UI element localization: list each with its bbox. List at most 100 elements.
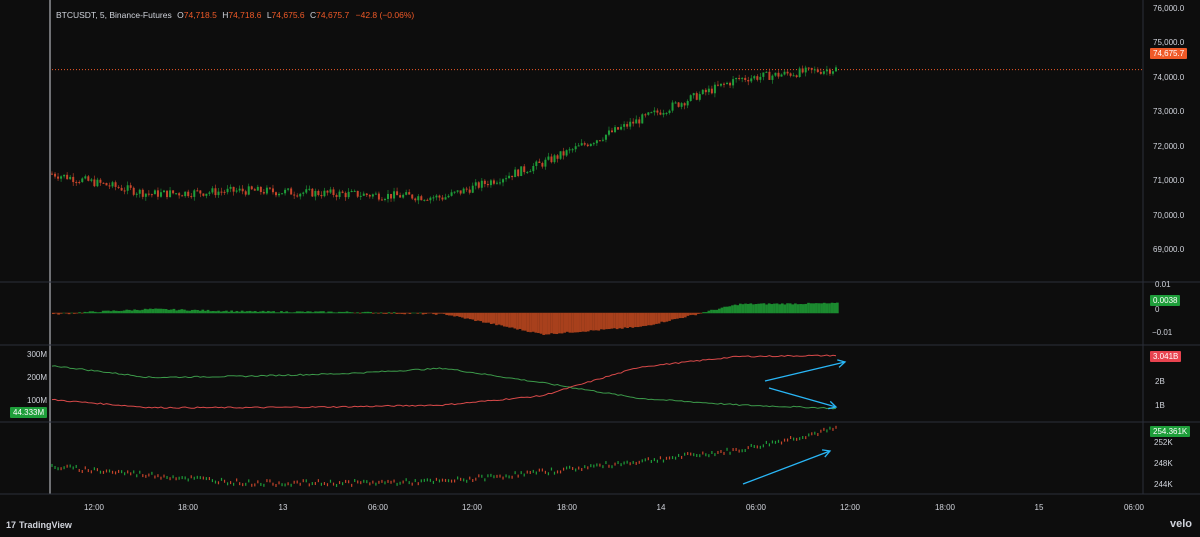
price-candle: [259, 186, 262, 193]
time-axis-label: 06:00: [745, 503, 767, 512]
price-candle: [632, 121, 635, 124]
funding-bar: [652, 312, 656, 325]
funding-bar: [445, 312, 449, 316]
funding-bar: [72, 312, 76, 314]
price-candle: [317, 190, 320, 196]
price-candle: [268, 187, 271, 189]
funding-bar: [104, 310, 108, 314]
price-candle: [483, 180, 486, 185]
funding-bar: [101, 310, 105, 314]
funding-bar: [154, 308, 157, 314]
funding-bar: [440, 312, 443, 314]
funding-bar: [303, 312, 307, 314]
funding-bar: [172, 308, 176, 314]
symbol-name[interactable]: BTCUSDT, 5, Binance-Futures: [56, 10, 172, 20]
funding-bar: [259, 311, 262, 314]
funding-bar: [773, 303, 776, 314]
funding-bar: [581, 312, 585, 332]
funding-bar: [620, 312, 624, 329]
funding-bar: [251, 311, 254, 314]
funding-bar: [759, 303, 763, 314]
price-candle: [541, 162, 544, 167]
funding-bar: [403, 312, 407, 315]
funding-bar: [712, 309, 716, 314]
tradingview-logo[interactable]: 17 TradingView: [6, 520, 72, 530]
funding-bar: [497, 312, 501, 325]
price-candle: [828, 69, 831, 74]
time-axis-label: 06:00: [367, 503, 389, 512]
price-axis-label: 69,000.0: [1153, 245, 1185, 254]
price-candle: [126, 185, 129, 191]
funding-bar: [697, 312, 700, 314]
funding-bar: [78, 312, 81, 314]
funding-bar: [350, 312, 354, 314]
funding-bar: [634, 312, 637, 328]
funding-bar: [586, 312, 590, 332]
funding-bar: [836, 302, 839, 314]
funding-bar: [214, 311, 218, 314]
funding-bar: [316, 311, 320, 314]
price-candle: [308, 188, 311, 190]
price-candle: [320, 195, 323, 197]
price-candle: [810, 67, 813, 70]
price-candle: [383, 198, 386, 200]
funding-bar: [411, 312, 414, 314]
funding-bar: [644, 312, 648, 326]
funding-bar: [185, 310, 189, 314]
price-candle: [414, 198, 417, 201]
funding-bar: [749, 303, 753, 314]
price-candle: [786, 71, 789, 74]
funding-bar: [225, 310, 228, 314]
funding-bar: [93, 311, 97, 314]
funding-bar: [495, 312, 498, 326]
funding-bar: [791, 304, 795, 314]
price-candle: [432, 197, 435, 199]
price-candle: [362, 193, 365, 196]
price-candle: [598, 140, 601, 142]
funding-bar: [295, 311, 299, 314]
price-candle: [538, 161, 541, 163]
price-candle: [750, 78, 753, 82]
funding-bar: [500, 312, 504, 326]
funding-bar: [639, 312, 643, 327]
price-candle: [347, 191, 350, 198]
funding-bar: [767, 303, 771, 314]
price-candle: [374, 193, 377, 195]
funding-bar: [670, 312, 674, 320]
funding-bar: [167, 309, 171, 314]
funding-bar: [736, 305, 740, 314]
funding-bar: [794, 303, 797, 314]
funding-bar: [125, 309, 129, 314]
funding-bar: [770, 304, 774, 314]
funding-bar: [715, 309, 719, 314]
funding-bar: [133, 309, 136, 314]
funding-bar: [429, 312, 433, 314]
price-candle: [532, 165, 535, 172]
price-candle: [329, 189, 332, 193]
funding-bar: [175, 310, 178, 314]
funding-bar: [468, 312, 472, 320]
change-value: −42.8 (−0.06%): [355, 10, 415, 20]
price-candle: [441, 197, 444, 200]
time-axis-label: 15: [1034, 503, 1044, 512]
funding-bar: [332, 312, 336, 314]
pane3-left-axis-label: 100M: [27, 396, 48, 405]
close-label: C: [310, 10, 317, 20]
funding-bar: [374, 312, 378, 314]
funding-bar: [364, 311, 367, 314]
funding-bar: [660, 312, 664, 322]
price-candle: [789, 73, 792, 76]
last-price-tag: 74,675.7: [1150, 48, 1188, 59]
price-candle: [580, 143, 583, 146]
price-candle: [468, 189, 471, 193]
price-candle: [108, 185, 111, 187]
price-candle: [783, 71, 786, 75]
price-candle: [63, 174, 66, 177]
price-candle: [762, 72, 765, 77]
price-candle: [435, 195, 438, 198]
pane3-right-axis-label: 1B: [1155, 401, 1165, 410]
price-candle: [390, 193, 393, 199]
funding-bar: [539, 312, 543, 334]
funding-bar: [579, 312, 582, 332]
